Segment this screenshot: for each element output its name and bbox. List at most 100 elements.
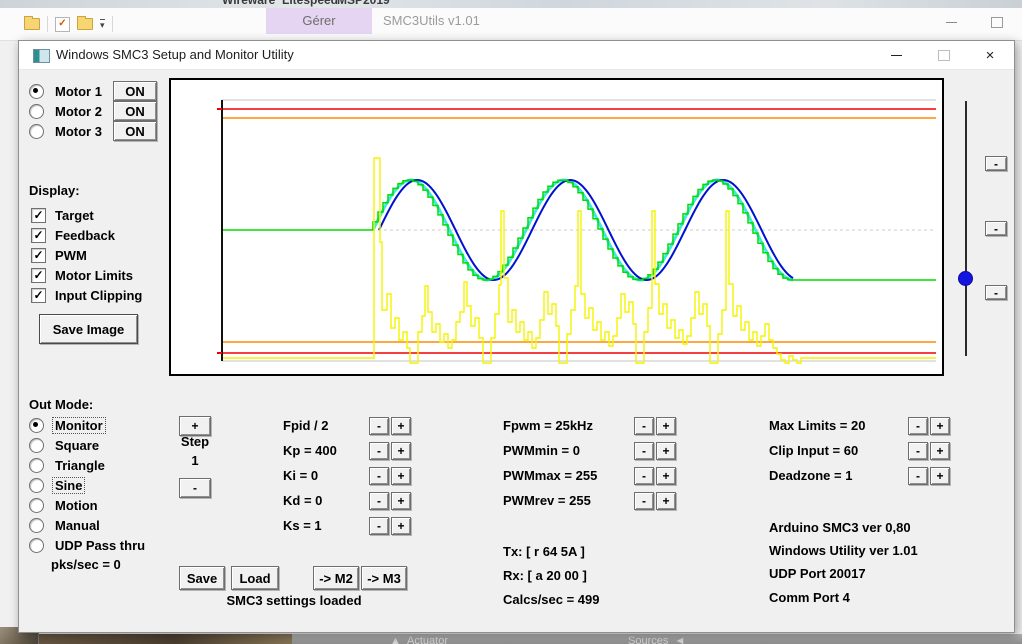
save-image-button[interactable]: Save Image [39, 314, 138, 344]
pwmrev-minus-button[interactable]: - [634, 492, 654, 510]
motor-2-radio[interactable] [29, 103, 44, 119]
scale-minus-button-3[interactable]: - [985, 285, 1007, 300]
out-mode-udp[interactable]: UDP Pass thru [29, 535, 147, 555]
display-pwm-option[interactable]: ✓ PWM [31, 245, 87, 265]
checkmark-icon[interactable]: ✓ [55, 16, 70, 32]
kd-minus-button[interactable]: - [369, 492, 389, 510]
titlebar[interactable]: Windows SMC3 Setup and Monitor Utility × [19, 41, 1014, 70]
manual-radio[interactable] [29, 517, 44, 533]
explorer-window-title: SMC3Utils v1.01 [383, 13, 480, 28]
trace-target-green [223, 179, 936, 281]
fpwm-minus-button[interactable]: - [634, 417, 654, 435]
kp-plus-button[interactable]: + [391, 442, 411, 460]
motor-1-option[interactable]: Motor 1 [29, 81, 104, 101]
back-arrow-icon: ◄ [674, 635, 686, 644]
sine-label: Sine [51, 476, 86, 494]
udp-radio[interactable] [29, 537, 44, 553]
motor-1-on-button[interactable]: ON [113, 81, 157, 101]
square-radio[interactable] [29, 437, 44, 453]
step-minus-button[interactable]: - [179, 478, 211, 498]
ks-plus-button[interactable]: + [391, 517, 411, 535]
motor-limits-checkbox[interactable]: ✓ [31, 267, 46, 283]
motor-3-on-button[interactable]: ON [113, 121, 157, 141]
scale-slider-track[interactable] [965, 101, 967, 356]
input-clipping-checkbox[interactable]: ✓ [31, 287, 46, 303]
clip-input-minus-button[interactable]: - [908, 442, 928, 460]
explorer-tab-gerer[interactable]: Gérer [266, 8, 372, 34]
feedback-checkbox[interactable]: ✓ [31, 227, 46, 243]
close-button[interactable]: × [985, 46, 995, 64]
motion-radio[interactable] [29, 497, 44, 513]
load-button[interactable]: Load [231, 566, 279, 590]
maximize-icon [991, 16, 1003, 28]
step-plus-button[interactable]: + [179, 416, 211, 436]
target-checkbox[interactable]: ✓ [31, 207, 46, 223]
out-mode-monitor[interactable]: Monitor [29, 415, 106, 435]
motor-3-option[interactable]: Motor 3 [29, 121, 104, 141]
fpwm-plus-button[interactable]: + [656, 417, 676, 435]
fpid-minus-button[interactable]: - [369, 417, 389, 435]
pwm-label: PWM [55, 247, 87, 263]
out-mode-square[interactable]: Square [29, 435, 101, 455]
folder-icon[interactable] [77, 16, 93, 30]
motor-1-radio[interactable] [29, 83, 44, 99]
kd-plus-button[interactable]: + [391, 492, 411, 510]
display-motor-limits-option[interactable]: ✓ Motor Limits [31, 265, 133, 285]
pks-per-sec-value: pks/sec = 0 [51, 557, 121, 572]
ki-minus-button[interactable]: - [369, 467, 389, 485]
motor-3-radio[interactable] [29, 123, 44, 139]
pwmmax-minus-button[interactable]: - [634, 467, 654, 485]
motor-2-option[interactable]: Motor 2 [29, 101, 104, 121]
kp-minus-button[interactable]: - [369, 442, 389, 460]
pwmmax-plus-button[interactable]: + [656, 467, 676, 485]
to-m3-button[interactable]: -> M3 [361, 566, 407, 590]
deadzone-minus-button[interactable]: - [908, 467, 928, 485]
maximize-button[interactable] [927, 41, 961, 69]
display-target-option[interactable]: ✓ Target [31, 205, 94, 225]
out-mode-manual[interactable]: Manual [29, 515, 102, 535]
deadzone-plus-button[interactable]: + [930, 467, 950, 485]
clip-input-label: Clip Input = 60 [769, 443, 859, 458]
to-m2-button[interactable]: -> M2 [313, 566, 359, 590]
display-input-clipping-option[interactable]: ✓ Input Clipping [31, 285, 142, 305]
display-feedback-option[interactable]: ✓ Feedback [31, 225, 115, 245]
max-limits-minus-button[interactable]: - [908, 417, 928, 435]
out-mode-motion[interactable]: Motion [29, 495, 100, 515]
fpwm-label: Fpwm = 25kHz [503, 418, 593, 433]
folder-icon[interactable] [24, 16, 40, 30]
monitor-radio[interactable] [29, 417, 44, 433]
max-limits-plus-button[interactable]: + [930, 417, 950, 435]
scale-slider-thumb[interactable] [958, 271, 973, 286]
minimize-icon [890, 54, 902, 56]
out-mode-heading: Out Mode: [29, 397, 94, 412]
quick-access-toolbar: ✓ ▾ [24, 14, 113, 34]
pwmmin-plus-button[interactable]: + [656, 442, 676, 460]
sine-radio[interactable] [29, 477, 44, 493]
explorer-maximize-button[interactable] [982, 8, 1012, 36]
calcs-per-sec-value: Calcs/sec = 499 [503, 592, 600, 607]
scale-minus-button-2[interactable]: - [985, 221, 1007, 236]
motor-2-on-button[interactable]: ON [113, 101, 157, 121]
chevron-down-icon[interactable]: ▾ [100, 19, 105, 30]
out-mode-triangle[interactable]: Triangle [29, 455, 107, 475]
out-mode-sine[interactable]: Sine [29, 475, 86, 495]
fpid-plus-button[interactable]: + [391, 417, 411, 435]
scale-minus-button-1[interactable]: - [985, 156, 1007, 171]
pwm-checkbox[interactable]: ✓ [31, 247, 46, 263]
clipped-folder-label: Litespeed [282, 0, 339, 7]
ki-plus-button[interactable]: + [391, 467, 411, 485]
minimize-button[interactable] [879, 41, 913, 69]
pwmmin-minus-button[interactable]: - [634, 442, 654, 460]
triangle-radio[interactable] [29, 457, 44, 473]
pwmrev-plus-button[interactable]: + [656, 492, 676, 510]
ks-minus-button[interactable]: - [369, 517, 389, 535]
kp-label: Kp = 400 [283, 443, 337, 458]
save-button[interactable]: Save [179, 566, 225, 590]
ks-label: Ks = 1 [283, 518, 322, 533]
max-limits-label: Max Limits = 20 [769, 418, 866, 433]
feedback-label: Feedback [55, 227, 115, 243]
explorer-minimize-button[interactable] [936, 8, 966, 36]
step-value: 1 [191, 453, 199, 468]
pwmmax-label: PWMmax = 255 [503, 468, 598, 483]
clip-input-plus-button[interactable]: + [930, 442, 950, 460]
